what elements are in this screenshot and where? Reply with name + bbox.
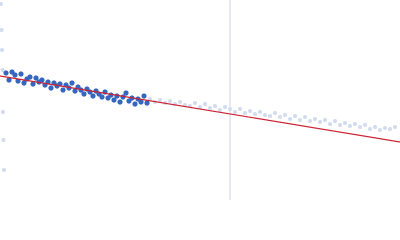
data-point xyxy=(348,124,352,128)
data-point xyxy=(333,119,337,123)
data-point xyxy=(198,105,202,109)
data-point xyxy=(308,119,312,123)
data-point xyxy=(243,111,247,115)
data-point xyxy=(168,99,172,103)
data-point xyxy=(138,99,144,105)
data-point xyxy=(338,123,342,127)
data-point xyxy=(81,91,87,97)
data-point xyxy=(368,127,372,131)
data-point xyxy=(258,110,262,114)
data-point xyxy=(117,99,123,105)
data-point xyxy=(223,105,227,109)
data-point xyxy=(278,115,282,119)
data-point xyxy=(238,107,242,111)
data-point xyxy=(378,128,382,132)
data-point xyxy=(0,68,5,72)
data-point xyxy=(18,71,24,77)
fit-line xyxy=(0,75,400,143)
data-point xyxy=(263,113,267,117)
data-point xyxy=(303,115,307,119)
data-point xyxy=(293,114,297,118)
chart xyxy=(0,0,400,200)
data-point xyxy=(1,110,5,114)
data-point xyxy=(388,127,392,131)
data-point xyxy=(27,74,33,80)
data-point xyxy=(288,117,292,121)
data-point xyxy=(248,109,252,113)
data-point xyxy=(0,28,4,32)
data-point xyxy=(0,48,4,52)
data-point xyxy=(193,101,197,105)
data-point xyxy=(90,93,96,99)
data-point xyxy=(268,114,272,118)
data-point xyxy=(273,111,277,115)
data-point xyxy=(72,88,78,94)
data-point xyxy=(30,81,36,87)
data-point xyxy=(60,87,66,93)
data-point xyxy=(363,123,367,127)
data-point xyxy=(21,80,27,86)
data-point xyxy=(39,77,45,83)
data-point xyxy=(358,125,362,129)
data-point xyxy=(373,125,377,129)
data-point xyxy=(328,122,332,126)
data-point xyxy=(393,125,397,129)
data-point xyxy=(3,70,9,76)
data-point xyxy=(253,112,257,116)
data-point xyxy=(233,110,237,114)
data-point xyxy=(144,100,150,106)
data-point xyxy=(343,121,347,125)
data-point xyxy=(1,138,6,142)
data-point xyxy=(48,85,54,91)
data-point xyxy=(318,120,322,124)
data-point xyxy=(178,100,182,104)
data-point xyxy=(228,107,232,111)
data-point xyxy=(111,97,117,103)
data-point xyxy=(313,117,317,121)
data-point xyxy=(298,118,302,122)
data-point xyxy=(208,106,212,110)
data-point xyxy=(383,126,387,130)
data-point xyxy=(12,72,18,78)
data-point xyxy=(141,93,147,99)
data-point xyxy=(283,113,287,117)
data-point xyxy=(0,2,3,6)
data-point xyxy=(33,75,39,81)
data-point xyxy=(323,118,327,122)
data-point xyxy=(213,104,217,108)
data-point xyxy=(132,101,138,107)
data-point xyxy=(158,98,162,102)
data-point xyxy=(353,122,357,126)
data-point xyxy=(203,102,207,106)
data-point xyxy=(123,90,129,96)
data-point xyxy=(6,77,12,83)
data-point xyxy=(2,168,6,172)
data-point xyxy=(218,108,222,112)
data-point xyxy=(99,94,105,100)
data-point xyxy=(69,80,75,86)
